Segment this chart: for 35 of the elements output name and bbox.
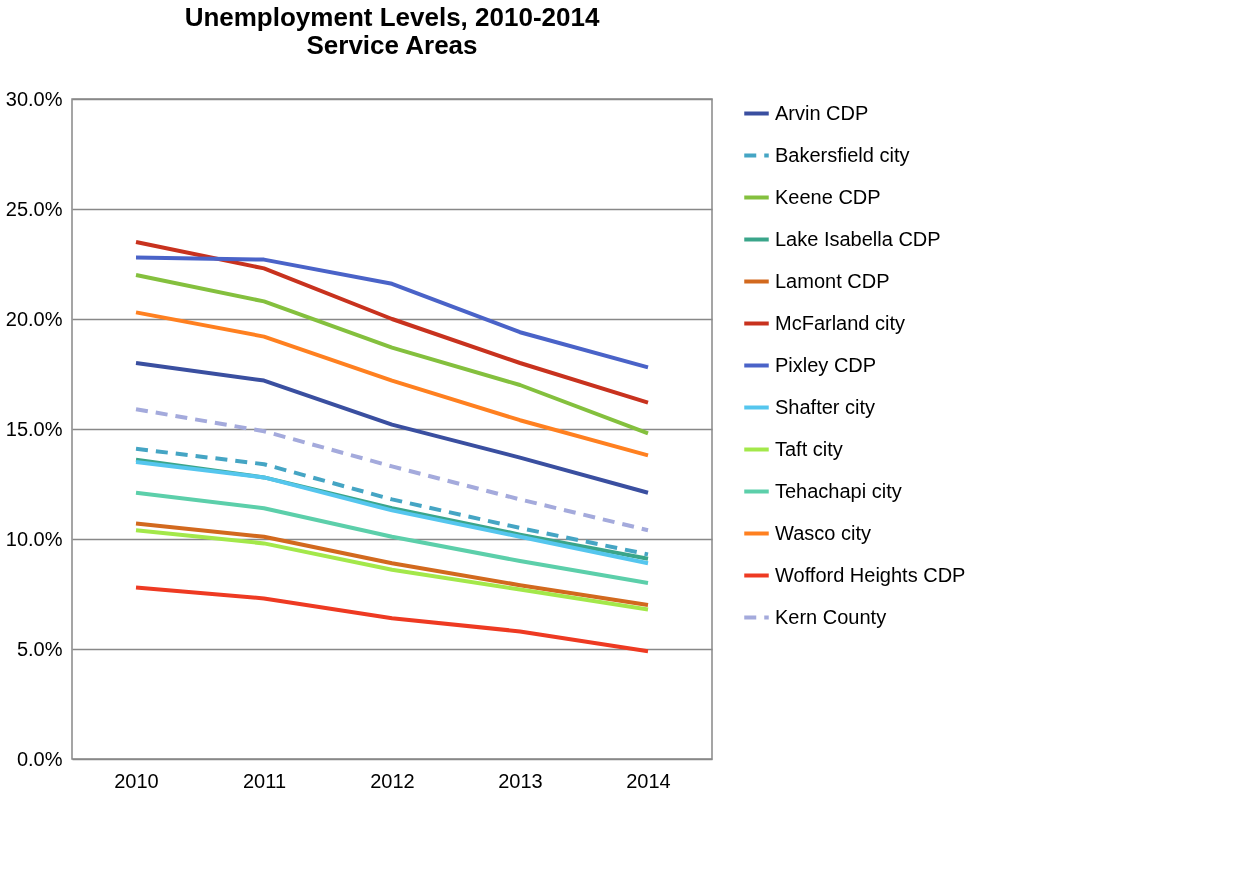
x-tick-label: 2013 bbox=[498, 769, 543, 792]
line-series bbox=[134, 407, 650, 533]
legend-label: Arvin CDP bbox=[775, 101, 869, 124]
line-series bbox=[134, 361, 650, 495]
line-series bbox=[134, 585, 650, 654]
line-series bbox=[134, 273, 650, 436]
text: Service Areas bbox=[306, 30, 478, 60]
line-series bbox=[134, 490, 650, 585]
x-tick-label: 2012 bbox=[370, 769, 415, 792]
legend-label: McFarland city bbox=[775, 311, 906, 334]
legend-label: Taft city bbox=[775, 437, 843, 460]
x-tick-label: 2010 bbox=[114, 769, 159, 792]
line-series bbox=[134, 240, 650, 405]
y-tick-label: 10.0% bbox=[5, 527, 63, 550]
legend-label: Lake Isabella CDP bbox=[775, 227, 941, 250]
legend-label: Wofford Heights CDP bbox=[775, 563, 966, 586]
x-tick-label: 2011 bbox=[242, 769, 287, 792]
y-tick-label: 30.0% bbox=[5, 87, 63, 110]
legend-label: Lamont CDP bbox=[775, 269, 890, 292]
line-series bbox=[134, 310, 650, 458]
y-tick-label: 15.0% bbox=[5, 417, 63, 440]
legend-label: Kern County bbox=[775, 605, 887, 628]
y-tick-label: 5.0% bbox=[16, 637, 63, 660]
y-tick-label: 20.0% bbox=[5, 307, 63, 330]
legend-label: Tehachapi city bbox=[775, 479, 902, 502]
text: Unemployment Levels, 2010-2014 bbox=[184, 2, 600, 32]
y-tick-label: 0.0% bbox=[16, 747, 63, 770]
legend-label: Shafter city bbox=[775, 395, 876, 418]
line-series bbox=[134, 255, 650, 370]
x-tick-label: 2014 bbox=[626, 769, 671, 792]
legend-label: Bakersfield city bbox=[775, 143, 910, 166]
legend-label: Wasco city bbox=[775, 521, 871, 544]
legend-label: Pixley CDP bbox=[775, 353, 877, 376]
y-tick-label: 25.0% bbox=[5, 197, 63, 220]
legend-label: Keene CDP bbox=[775, 185, 881, 208]
